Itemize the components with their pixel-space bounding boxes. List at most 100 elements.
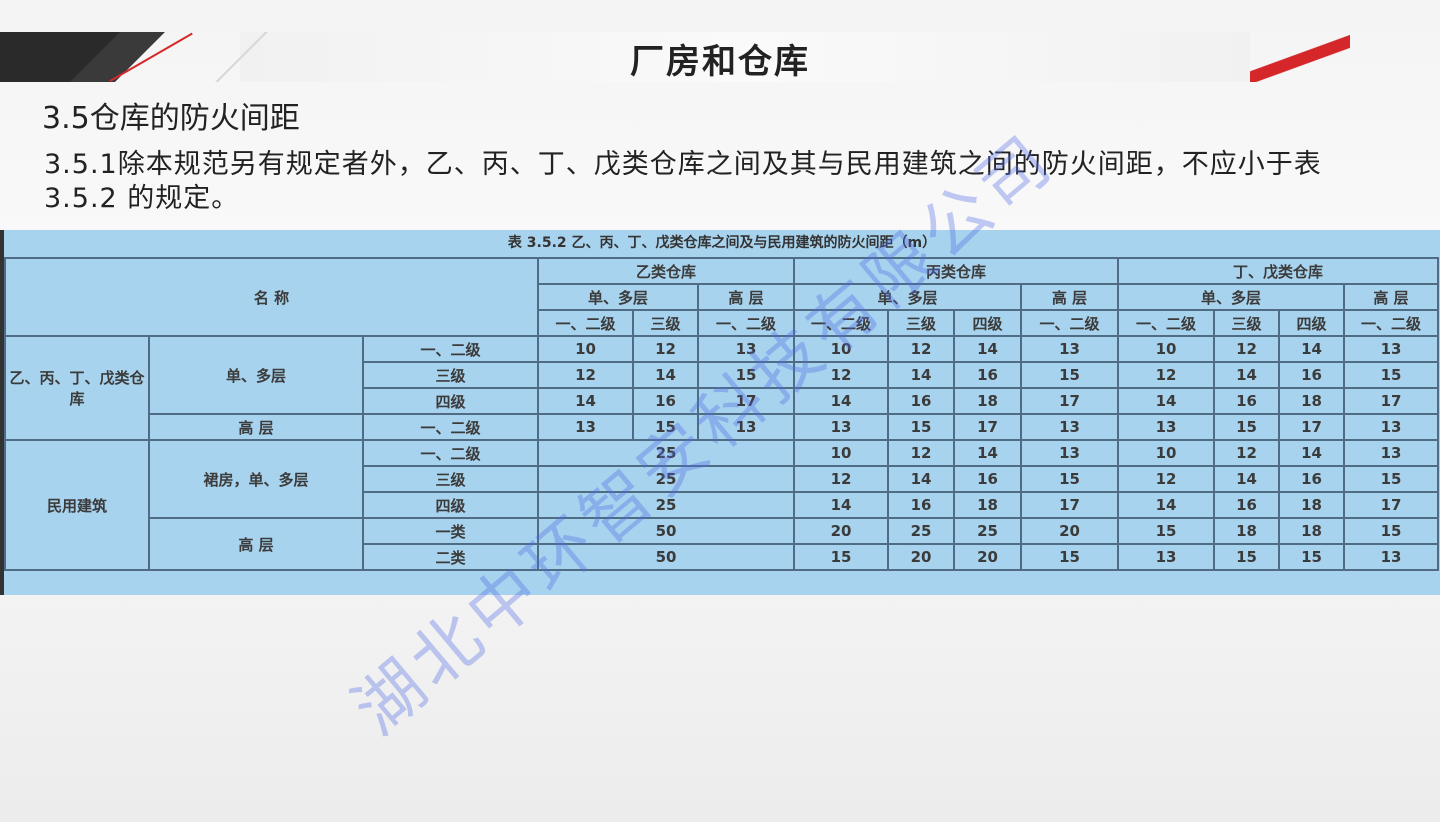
- table-cell: 13: [793, 413, 889, 441]
- table-cell: 20: [1020, 517, 1119, 545]
- table-cell: 13: [1343, 439, 1439, 467]
- table-cell: 14: [537, 387, 634, 415]
- grade-header: 一、二级: [537, 309, 634, 337]
- table-cell: 12: [1213, 335, 1280, 363]
- table-cell: 14: [887, 361, 955, 389]
- table-cell: 15: [1343, 361, 1439, 389]
- table-cell: 12: [537, 361, 634, 389]
- table-cell: 16: [887, 387, 955, 415]
- table-cell: 16: [1213, 387, 1280, 415]
- table-cell: 14: [1278, 439, 1345, 467]
- table-cell: 10: [793, 335, 889, 363]
- table-cell: 13: [1020, 413, 1119, 441]
- table-cell: 15: [1117, 517, 1215, 545]
- group-header: 乙类仓库: [537, 257, 795, 285]
- table-cell: 13: [697, 335, 795, 363]
- table-row: 高 层一、二级 13 15 13 13 15 17 13 13 15 17 13: [5, 413, 1439, 441]
- table-cell: 12: [1117, 465, 1215, 493]
- table-cell: 13: [1343, 543, 1439, 571]
- grade-header: 三级: [887, 309, 955, 337]
- table-cell: 13: [1020, 439, 1119, 467]
- row-grade: 一、二级: [362, 439, 539, 467]
- table-cell: 14: [953, 439, 1022, 467]
- table-cell: 13: [697, 413, 795, 441]
- table-cell: 18: [1278, 517, 1345, 545]
- table-cell: 50: [537, 543, 795, 571]
- section-heading: 3.5仓库的防火间距: [42, 101, 300, 136]
- table-cell: 18: [1213, 517, 1280, 545]
- fire-distance-table: 表 3.5.2 乙、丙、丁、戊类仓库之间及与民用建筑的防火间距（m） 名 称乙类…: [0, 230, 1440, 595]
- name-header: 名 称: [4, 257, 539, 337]
- row-grade: 四级: [362, 387, 539, 415]
- table-cell: 15: [1278, 543, 1345, 571]
- table-cell: 15: [1020, 465, 1119, 493]
- header-bar: [240, 32, 1250, 82]
- table-cell: 17: [1343, 491, 1439, 519]
- table-cell: 16: [1278, 361, 1345, 389]
- table-row: 三级 12 14 15 12 14 16 15 12 14 16 15: [5, 361, 1439, 389]
- row-grade: 一、二级: [362, 413, 539, 441]
- grade-header: 一、二级: [1117, 309, 1215, 337]
- decor-red-stripe: [1250, 32, 1350, 82]
- table-cell: 25: [887, 517, 955, 545]
- table-row: 乙、丙、丁、戊类仓库 单、多层 一、二级 10 12 13 10 12 14 13 10 12 14 13: [4, 335, 1439, 441]
- table-cell: 16: [953, 361, 1022, 389]
- table-cell: 14: [1278, 335, 1345, 363]
- row-subgroup-label: 高 层: [148, 413, 364, 441]
- table-cell: 15: [1213, 543, 1280, 571]
- table-row: 三级 25 12 14 16 15 12 14 16 15: [5, 465, 1439, 493]
- table-cell: 12: [887, 439, 955, 467]
- table-cell: 15: [1343, 517, 1439, 545]
- table-cell: 12: [793, 361, 889, 389]
- table-cell: 14: [1117, 491, 1215, 519]
- table-cell: 16: [887, 491, 955, 519]
- table-cell: 12: [793, 465, 889, 493]
- table-cell: 17: [1020, 491, 1119, 519]
- table-cell: 17: [953, 413, 1022, 441]
- subgroup-header: 高 层: [697, 283, 795, 311]
- table: 名 称乙类仓库 丙类仓库 丁、戊类仓库 单、多层高 层单、多层高 层单、多层高 层一、…: [4, 257, 1439, 571]
- table-cell: 18: [953, 387, 1022, 415]
- table-cell: 25: [953, 517, 1022, 545]
- grade-header: 四级: [953, 309, 1022, 337]
- table-cell: 16: [632, 387, 699, 415]
- table-cell: 15: [1343, 465, 1439, 493]
- row-grade: 三级: [362, 465, 539, 493]
- table-cell: 13: [1343, 413, 1439, 441]
- table-cell: 12: [632, 335, 699, 363]
- table-row: 二类 50 15 20 20 15 13 15 15 13: [5, 543, 1439, 571]
- table-cell: 25: [537, 465, 795, 493]
- table-cell: 18: [953, 491, 1022, 519]
- row-group-label: 乙、丙、丁、戊类仓库: [4, 335, 150, 441]
- row-subgroup-label: 单、多层: [148, 335, 364, 415]
- table-cell: 10: [537, 335, 634, 363]
- grade-header: 一、二级: [1343, 309, 1439, 337]
- group-header: 丁、戊类仓库: [1117, 257, 1439, 285]
- table-cell: 20: [793, 517, 889, 545]
- grade-header: 一、二级: [1020, 309, 1119, 337]
- group-header: 丙类仓库: [793, 257, 1119, 285]
- table-cell: 16: [953, 465, 1022, 493]
- table-cell: 13: [1117, 543, 1215, 571]
- grade-header: 一、二级: [793, 309, 889, 337]
- paragraph: 3.5.1除本规范另有规定者外，乙、丙、丁、戊类仓库之间及其与民用建筑之间的防火…: [44, 149, 1322, 214]
- table-cell: 15: [1213, 413, 1280, 441]
- table-cell: 17: [1020, 387, 1119, 415]
- table-cell: 12: [887, 335, 955, 363]
- table-cell: 14: [953, 335, 1022, 363]
- table-cell: 15: [632, 413, 699, 441]
- table-cell: 14: [793, 491, 889, 519]
- row-group-label: 民用建筑: [4, 439, 150, 571]
- subgroup-header: 高 层: [1020, 283, 1119, 311]
- slide-title: 厂房和仓库: [630, 42, 810, 82]
- table-cell: 16: [1278, 465, 1345, 493]
- table-cell: 13: [1343, 335, 1439, 363]
- grade-header: 三级: [1213, 309, 1280, 337]
- table-row: 民用建筑 裙房，单、多层 一、二级 25 10 12 14 13 10 12 14 13: [4, 439, 1439, 571]
- table-cell: 18: [1278, 491, 1345, 519]
- row-subgroup-label: 高 层: [148, 517, 364, 571]
- table-cell: 13: [1117, 413, 1215, 441]
- table-cell: 10: [793, 439, 889, 467]
- table-cell: 17: [1278, 413, 1345, 441]
- row-grade: 三级: [362, 361, 539, 389]
